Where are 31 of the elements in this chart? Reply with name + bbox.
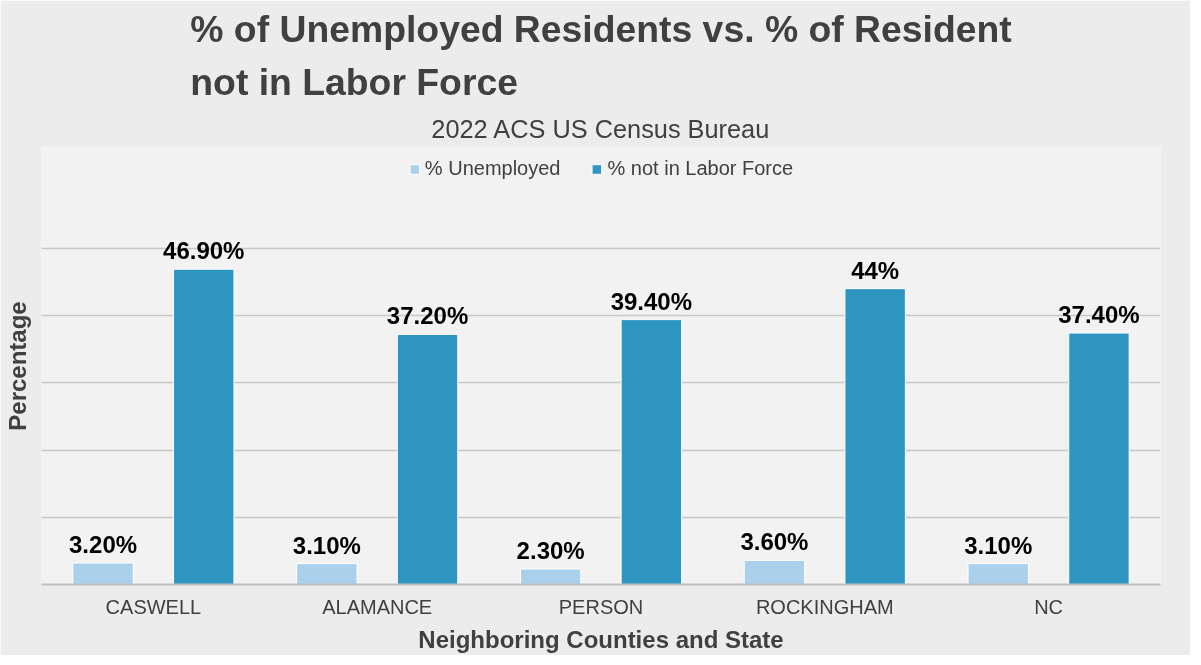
y-axis-title: Percentage (3, 301, 31, 431)
data-label: 2.30% (516, 537, 585, 565)
bar (173, 268, 235, 585)
x-tick-label: CASWELL (105, 595, 202, 618)
bar (844, 288, 906, 585)
x-tick-label: ALAMANCE (322, 595, 433, 618)
data-label: 3.10% (292, 531, 361, 559)
x-tick-label: ROCKINGHAM (755, 595, 894, 618)
bar (296, 563, 358, 585)
bar (620, 319, 683, 585)
bar (967, 563, 1029, 585)
bar (1068, 332, 1130, 585)
data-label: 3.10% (964, 531, 1033, 559)
legend-label: % not in Labor Force (607, 157, 794, 180)
data-label: 37.40% (1058, 301, 1140, 329)
chart-title: % of Unemployed Residents vs. % of Resident not in Labor Force (190, 8, 1012, 103)
legend-label: % Unemployed (424, 157, 561, 180)
chart-subtitle: 2022 ACS US Census Bureau (431, 114, 770, 143)
bar (519, 568, 582, 585)
x-axis-title: Neighboring Counties and State (418, 625, 784, 653)
data-label: 37.20% (386, 302, 469, 330)
data-label: 3.60% (740, 528, 809, 556)
x-tick-label: PERSON (558, 595, 644, 618)
data-label: 44% (851, 256, 900, 284)
bar (396, 333, 459, 585)
x-tick-label: NC (1034, 595, 1064, 618)
data-label: 46.90% (163, 237, 245, 265)
data-label: 3.20% (69, 530, 138, 558)
data-label: 39.40% (610, 287, 693, 315)
bar (743, 559, 806, 585)
bar (72, 562, 134, 585)
